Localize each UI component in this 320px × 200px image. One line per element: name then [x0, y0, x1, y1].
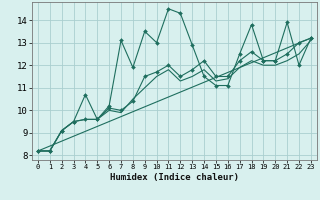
X-axis label: Humidex (Indice chaleur): Humidex (Indice chaleur) — [110, 173, 239, 182]
